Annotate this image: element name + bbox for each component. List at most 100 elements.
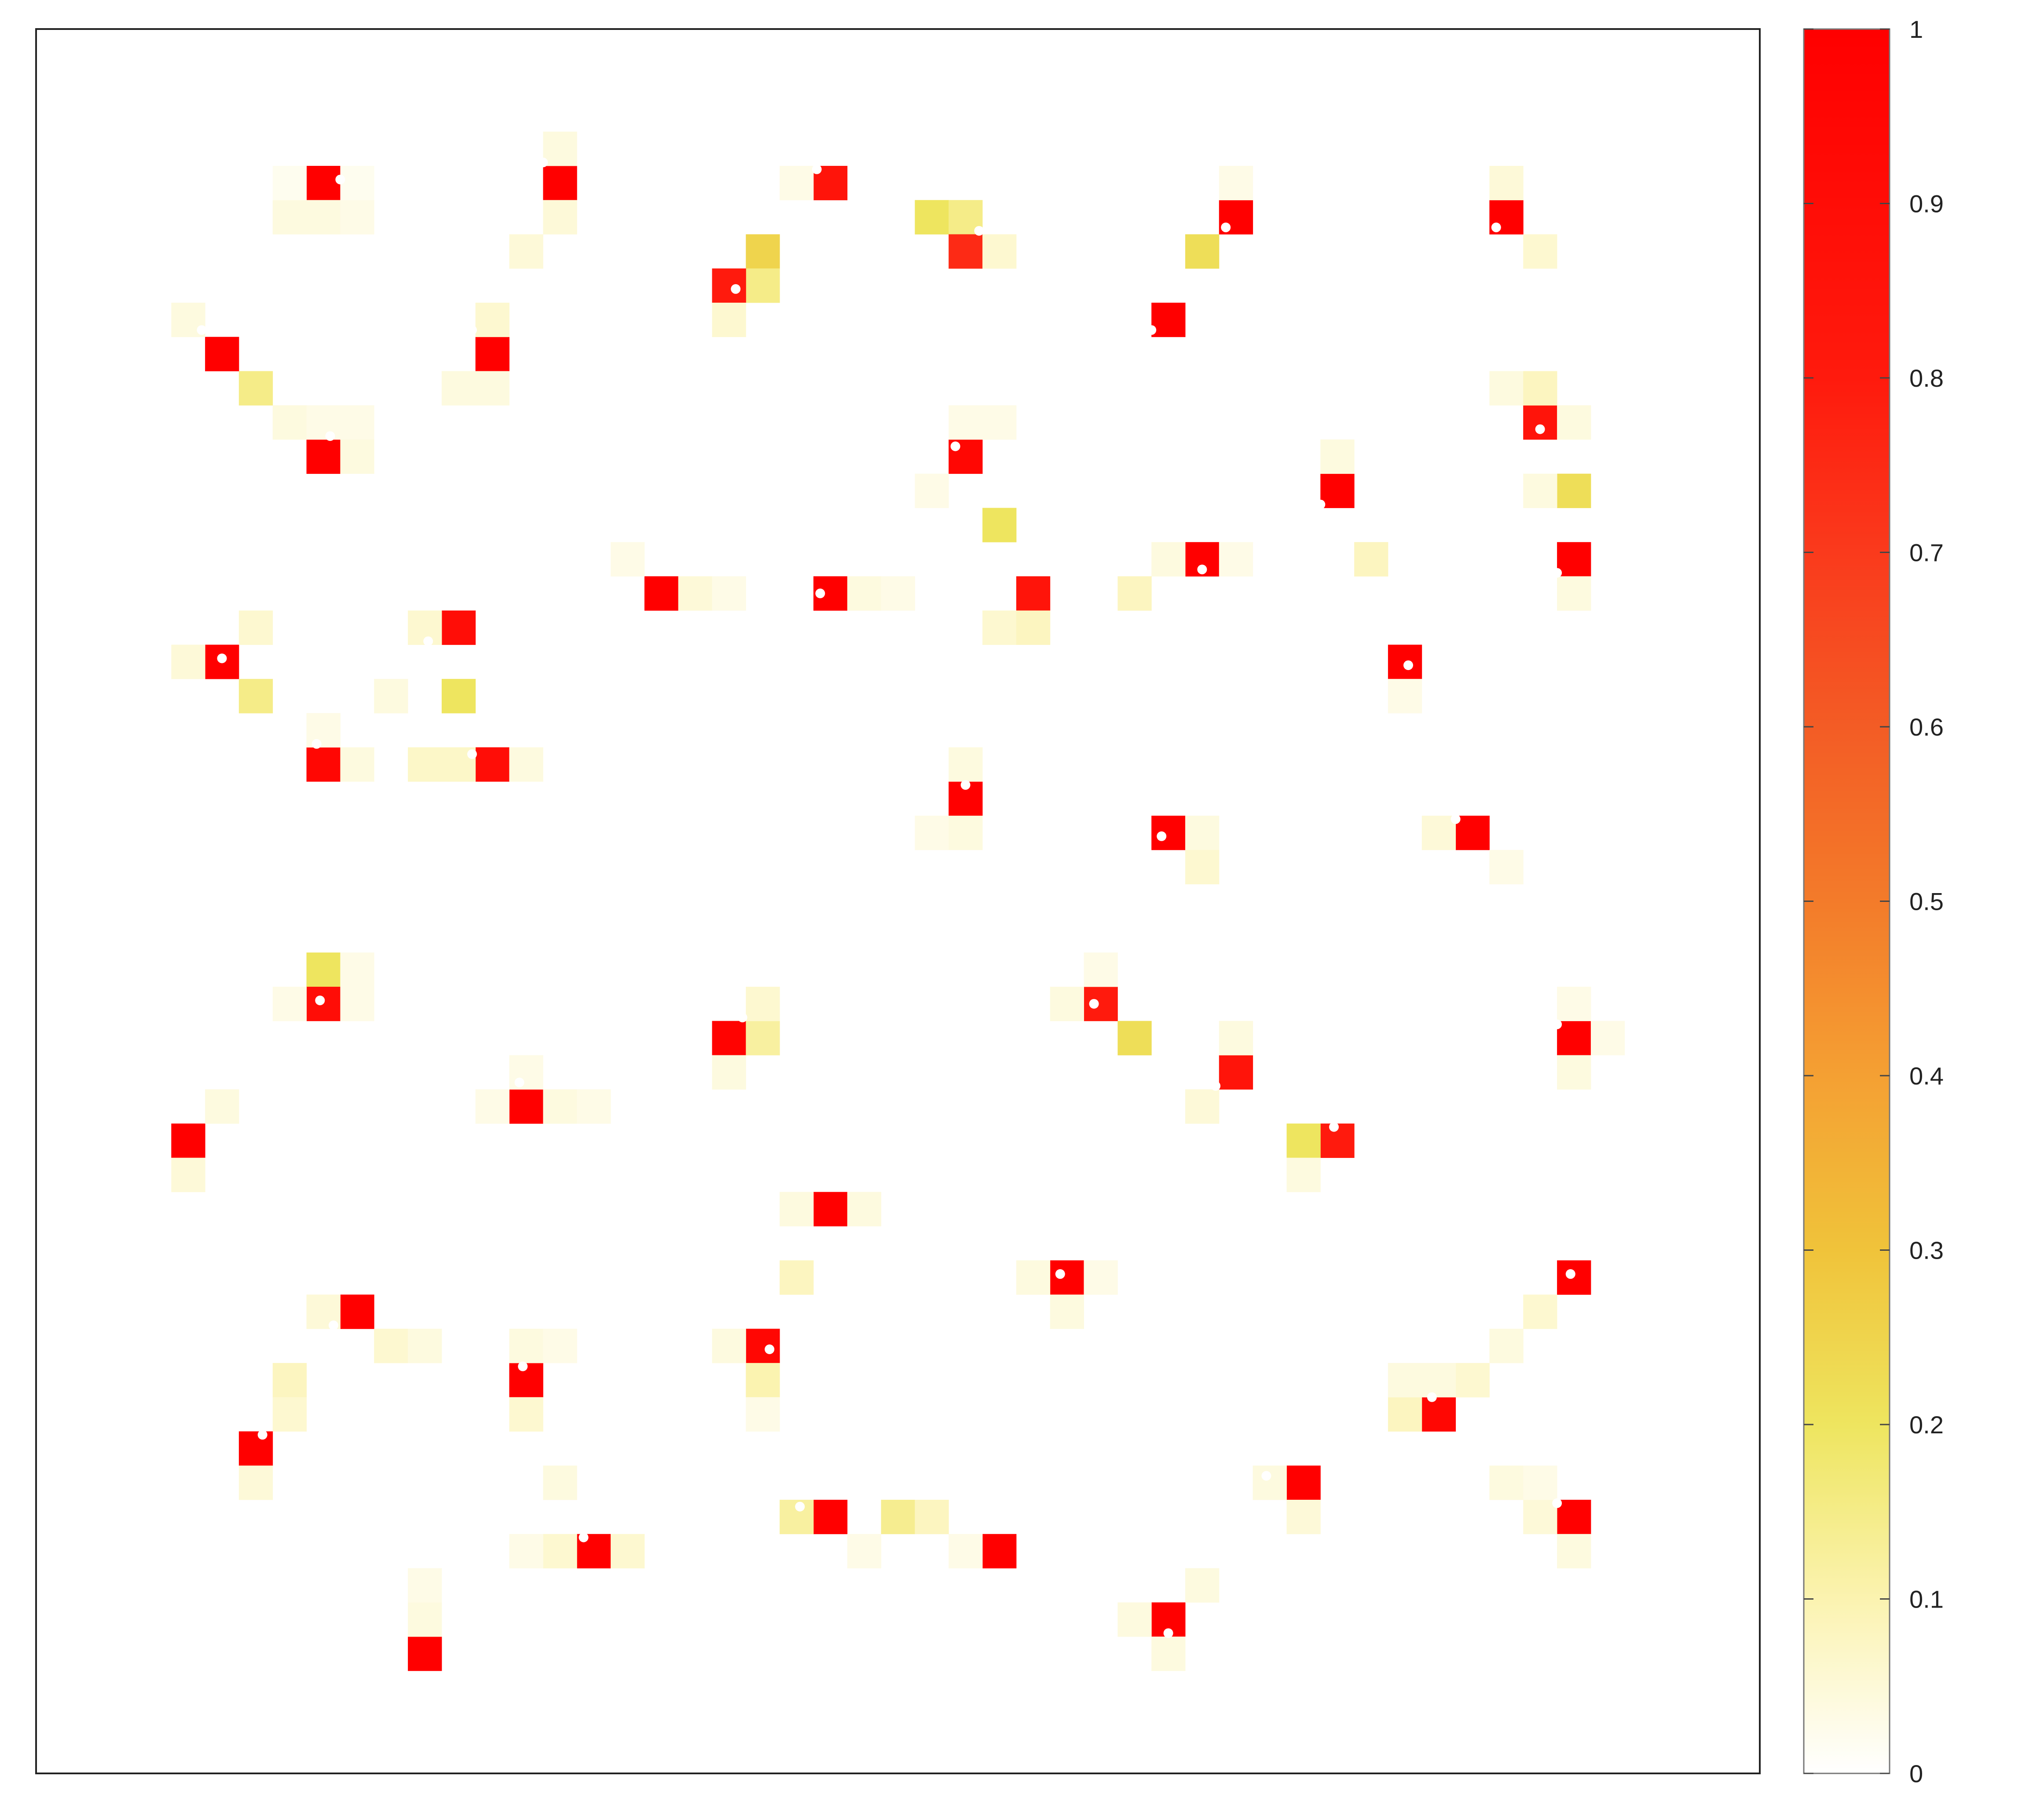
heatmap-cell (1016, 610, 1051, 645)
heatmap-cell (746, 268, 780, 303)
heatmap-cell (543, 200, 577, 234)
heatmap-cell (746, 1329, 780, 1363)
heatmap-cell (1557, 1534, 1591, 1568)
heatmap-cell (915, 200, 949, 234)
data-point (1261, 1471, 1271, 1481)
heatmap-cell (982, 1534, 1017, 1568)
data-point (1552, 568, 1562, 578)
heatmap-cell (1151, 542, 1186, 577)
heatmap-cell (1557, 405, 1591, 440)
heatmap-cell (1421, 1397, 1456, 1432)
heatmap-cell (1016, 1260, 1051, 1295)
data-point (991, 1522, 1001, 1532)
heatmap-cell (982, 508, 1017, 542)
data-point (765, 1344, 775, 1354)
heatmap-cell (509, 1329, 543, 1363)
heatmap-cell (171, 1157, 205, 1192)
heatmap-cell (340, 747, 374, 782)
data-point (579, 1532, 589, 1542)
data-point (467, 325, 477, 335)
heatmap-cell (1084, 952, 1118, 987)
heatmap-cell (1455, 816, 1490, 850)
heatmap-cell (1185, 1568, 1220, 1603)
data-point (393, 1625, 403, 1635)
data-point (329, 1320, 338, 1330)
data-point (808, 1180, 818, 1190)
heatmap-cell (408, 747, 442, 782)
heatmap-cell (847, 1534, 882, 1568)
data-point (423, 636, 433, 646)
heatmap-cell (1455, 1363, 1490, 1398)
heatmap-cell (205, 1089, 239, 1124)
heatmap-cell (1320, 473, 1355, 508)
heatmap-cell (475, 1089, 509, 1124)
data-point (311, 739, 322, 749)
heatmap-cell (847, 576, 882, 611)
heatmap-cell (780, 1192, 814, 1227)
heatmap-cell (171, 1123, 205, 1158)
heatmap-cell (1388, 1363, 1422, 1398)
heatmap-cell (374, 679, 408, 714)
heatmap-cell (1523, 234, 1557, 269)
heatmap-cell (475, 337, 509, 371)
heatmap-cell (678, 576, 712, 611)
heatmap-cell (1557, 986, 1591, 1022)
heatmap-cell (509, 747, 543, 782)
heatmap-cell (340, 1294, 374, 1329)
heatmap-cell (1151, 303, 1186, 337)
heatmap-cell (543, 166, 577, 201)
data-point (1552, 1019, 1562, 1029)
heatmap-cell (813, 1500, 848, 1535)
data-point (737, 1012, 747, 1022)
heatmap-cell (577, 1089, 611, 1124)
heatmap-cell (1219, 1021, 1253, 1055)
data-point (815, 588, 825, 598)
heatmap-cell (475, 303, 509, 337)
colorbar-tick-label: 0 (1909, 1760, 1923, 1787)
heatmap-cell (509, 1534, 543, 1568)
data-point (1001, 599, 1011, 609)
data-point (217, 653, 227, 663)
heatmap-cell (306, 405, 341, 440)
data-point (1315, 499, 1326, 509)
data-point (1157, 831, 1167, 841)
heatmap-cell (712, 1329, 746, 1363)
data-point (197, 325, 207, 335)
heatmap-cell (712, 303, 746, 337)
heatmap-cell (1489, 1329, 1524, 1363)
heatmap-cell (1388, 679, 1422, 714)
data-point (795, 1502, 805, 1512)
heatmap-cell (1557, 542, 1591, 577)
heatmap-cell (171, 645, 205, 679)
data-point (1147, 325, 1157, 335)
data-point (974, 226, 984, 236)
data-point (812, 164, 822, 174)
heatmap-cell (306, 986, 341, 1022)
heatmap-cell (340, 439, 374, 474)
heatmap-cell (543, 1465, 577, 1500)
heatmap-cell (1489, 166, 1524, 201)
data-point (467, 749, 477, 759)
colorbar-tick-label: 0.3 (1909, 1237, 1944, 1264)
heatmap-cell (408, 1637, 442, 1671)
colorbar-tick-label: 0.9 (1909, 190, 1944, 218)
heatmap-cell (1557, 473, 1591, 508)
heatmap-cell (813, 1192, 848, 1227)
heatmap-cell (340, 166, 374, 201)
colorbar-tick-label: 0.7 (1909, 539, 1944, 567)
heatmap-cell (543, 132, 577, 166)
heatmap-cell (1523, 473, 1557, 508)
data-point (1089, 999, 1099, 1009)
colorbar-tick-label: 0.1 (1909, 1586, 1944, 1613)
heatmap-cell (1219, 542, 1253, 577)
heatmap-cell (1388, 1397, 1422, 1432)
heatmap-cell (408, 1329, 442, 1363)
heatmap-cell (1219, 1055, 1253, 1090)
heatmap-cell (306, 747, 341, 782)
heatmap-cell (712, 1021, 746, 1055)
heatmap-cell (915, 816, 949, 850)
heatmap-cell (1253, 1465, 1287, 1500)
heatmap-cell (1185, 1089, 1220, 1124)
heatmap-cell (881, 1500, 915, 1535)
heatmap-cell (915, 1500, 949, 1535)
